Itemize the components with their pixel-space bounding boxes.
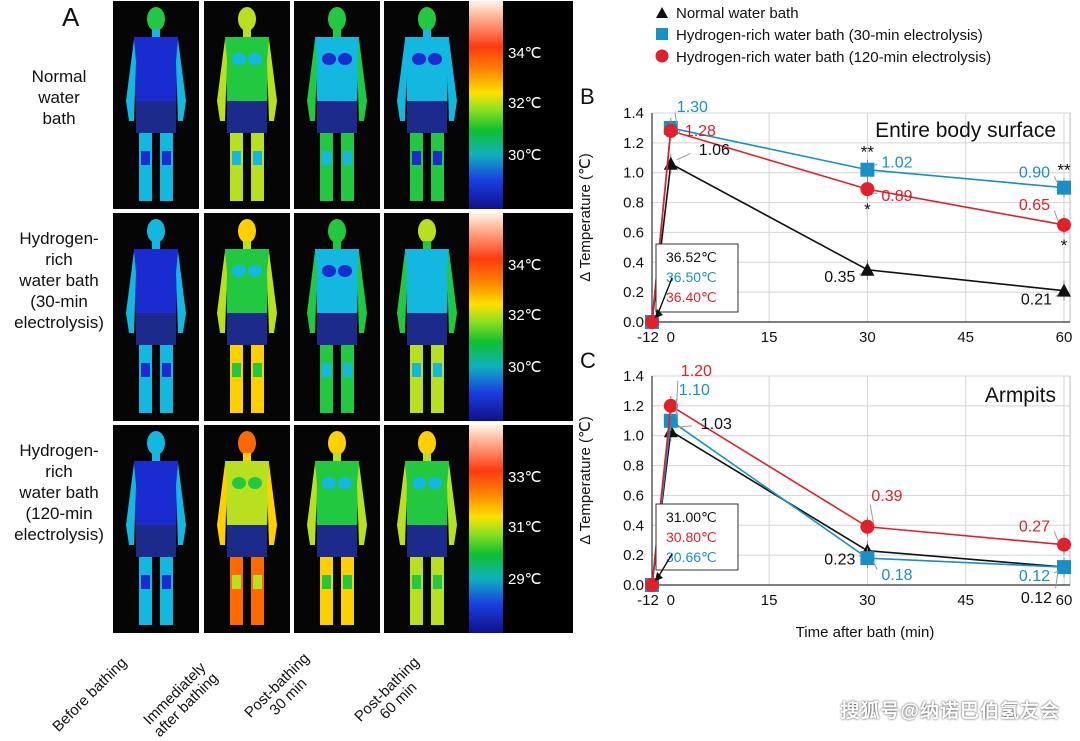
data-point-square bbox=[664, 414, 678, 428]
data-label: 0.12 bbox=[1021, 590, 1052, 607]
data-point-circle bbox=[664, 399, 678, 413]
data-label: 0.12 bbox=[1019, 568, 1050, 585]
y-tick-label: 0.8 bbox=[623, 458, 644, 475]
baseline-value: 36.40℃ bbox=[666, 289, 717, 305]
legend-label: Hydrogen-rich water bath (120-min electr… bbox=[676, 49, 991, 66]
legend-marker-square bbox=[656, 28, 668, 40]
data-point-circle bbox=[860, 182, 874, 196]
baseline-value: 36.50℃ bbox=[666, 269, 717, 285]
data-label: 1.28 bbox=[685, 123, 716, 140]
baseline-value: 36.52℃ bbox=[666, 249, 717, 265]
data-label: 1.10 bbox=[679, 382, 710, 399]
chart-title: Entire body surface bbox=[875, 119, 1056, 142]
x-tick-label: 30 bbox=[859, 592, 876, 609]
significance-mark: * bbox=[1061, 236, 1068, 255]
data-label: 0.27 bbox=[1019, 519, 1050, 536]
x-tick-label: 15 bbox=[761, 592, 778, 609]
watermark: 搜狐号@纳诺巴伯氢友会 bbox=[840, 696, 1060, 723]
data-label: 0.21 bbox=[1021, 292, 1052, 309]
y-tick-label: 1.0 bbox=[623, 165, 644, 182]
y-tick-label: 0.6 bbox=[623, 487, 644, 504]
x-tick-label: 60 bbox=[1056, 329, 1073, 346]
legend-label: Normal water bath bbox=[676, 5, 799, 22]
data-label: 0.89 bbox=[881, 188, 912, 205]
data-label: 1.03 bbox=[701, 416, 732, 433]
x-tick-label: -12 bbox=[637, 329, 659, 346]
y-tick-label: 1.4 bbox=[623, 105, 644, 122]
x-tick-label: 60 bbox=[1056, 592, 1073, 609]
data-label: 1.02 bbox=[881, 155, 912, 172]
x-tick-label: -12 bbox=[637, 592, 659, 609]
x-tick-label: 15 bbox=[761, 329, 778, 346]
data-label: 0.90 bbox=[1019, 165, 1050, 182]
baseline-value: 31.00℃ bbox=[666, 509, 717, 525]
y-tick-label: 0.8 bbox=[623, 195, 644, 212]
data-label: 1.30 bbox=[677, 99, 708, 116]
data-point-circle bbox=[1057, 538, 1071, 552]
legend-label: Hydrogen-rich water bath (30-min electro… bbox=[676, 27, 983, 44]
data-point-square bbox=[860, 551, 874, 565]
significance-mark: ** bbox=[1057, 161, 1071, 180]
y-tick-label: 0.4 bbox=[623, 254, 644, 271]
data-label: 0.65 bbox=[1019, 197, 1050, 214]
legend-marker-circle bbox=[656, 50, 669, 63]
x-tick-label: 30 bbox=[859, 329, 876, 346]
data-label: 1.06 bbox=[699, 142, 730, 159]
y-tick-label: 1.0 bbox=[623, 428, 644, 445]
data-point-circle bbox=[860, 520, 874, 534]
data-label: 1.20 bbox=[681, 363, 712, 380]
x-tick-label: 0 bbox=[667, 592, 675, 609]
y-axis-label: Δ Temperature (℃) bbox=[577, 416, 594, 545]
data-point-square bbox=[1057, 181, 1071, 195]
y-tick-label: 1.2 bbox=[623, 135, 644, 152]
y-axis-label: Δ Temperature (℃) bbox=[577, 153, 594, 282]
y-tick-label: 1.2 bbox=[623, 398, 644, 415]
baseline-value: 30.80℃ bbox=[666, 529, 717, 545]
x-tick-label: 45 bbox=[957, 329, 974, 346]
y-tick-label: 1.4 bbox=[623, 368, 644, 385]
data-label: 0.18 bbox=[881, 567, 912, 584]
y-tick-label: 0.2 bbox=[623, 547, 644, 564]
significance-mark: ** bbox=[861, 143, 875, 162]
x-axis-label: Time after bath (min) bbox=[796, 624, 935, 641]
chart-title: Armpits bbox=[985, 384, 1056, 407]
data-point-square bbox=[1057, 560, 1071, 574]
data-label: 0.23 bbox=[824, 552, 855, 569]
data-label: 0.35 bbox=[824, 269, 855, 286]
x-tick-label: 0 bbox=[667, 329, 675, 346]
x-tick-label: 45 bbox=[957, 592, 974, 609]
y-tick-label: 0.6 bbox=[623, 224, 644, 241]
y-tick-label: 0.4 bbox=[623, 517, 644, 534]
data-point-square bbox=[860, 163, 874, 177]
data-point-circle bbox=[664, 124, 678, 138]
baseline-value: 30.66℃ bbox=[666, 549, 717, 565]
legend-marker-triangle bbox=[656, 7, 668, 18]
data-point-circle bbox=[1057, 218, 1071, 232]
data-label: 0.39 bbox=[871, 488, 902, 505]
significance-mark: * bbox=[864, 200, 871, 219]
y-tick-label: 0.2 bbox=[623, 284, 644, 301]
